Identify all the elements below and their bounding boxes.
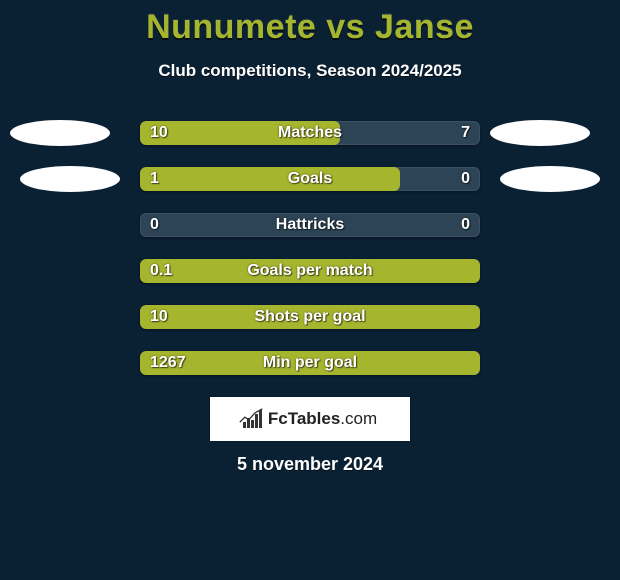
date-label: 5 november 2024 <box>0 454 620 475</box>
bar-chart-icon <box>243 410 262 428</box>
brand-name: FcTables <box>268 409 340 428</box>
player-marker-left <box>20 166 120 192</box>
player-marker-right <box>500 166 600 192</box>
player-marker-left <box>10 120 110 146</box>
stat-row: 1267 Min per goal <box>0 340 620 386</box>
stat-bar: 10 Shots per goal <box>140 305 480 329</box>
stat-row: 0.1 Goals per match <box>0 248 620 294</box>
stat-bar: 0 Hattricks 0 <box>140 213 480 237</box>
stat-bar: 10 Matches 7 <box>140 121 480 145</box>
stat-row: 10 Matches 7 <box>0 110 620 156</box>
stat-value-right: 0 <box>461 216 470 234</box>
stat-label: Min per goal <box>263 354 357 372</box>
stat-row: 1 Goals 0 <box>0 156 620 202</box>
brand-badge: FcTables.com <box>210 397 410 441</box>
subtitle: Club competitions, Season 2024/2025 <box>0 61 620 81</box>
stat-value-left: 0 <box>150 216 159 234</box>
stat-label: Matches <box>278 124 342 142</box>
stat-value-left: 1 <box>150 170 159 188</box>
stat-bar: 0.1 Goals per match <box>140 259 480 283</box>
stat-label: Goals <box>288 170 332 188</box>
stat-label: Shots per goal <box>254 308 365 326</box>
stat-value-right: 7 <box>461 124 470 142</box>
stat-row: 10 Shots per goal <box>0 294 620 340</box>
stat-bar: 1267 Min per goal <box>140 351 480 375</box>
brand-text: FcTables.com <box>268 409 377 429</box>
stat-label: Hattricks <box>276 216 344 234</box>
stat-label: Goals per match <box>247 262 372 280</box>
page-title: Nunumete vs Janse <box>0 0 620 47</box>
stat-row: 0 Hattricks 0 <box>0 202 620 248</box>
brand-suffix: .com <box>340 409 377 428</box>
stat-value-left: 1267 <box>150 354 186 372</box>
stat-value-left: 10 <box>150 124 168 142</box>
stat-bar: 1 Goals 0 <box>140 167 480 191</box>
stats-chart: 10 Matches 7 1 Goals 0 0 Hattricks 0 0.1 Goals per… <box>0 110 620 386</box>
stat-value-right: 0 <box>461 170 470 188</box>
stat-value-left: 0.1 <box>150 262 172 280</box>
player-marker-right <box>490 120 590 146</box>
stat-value-left: 10 <box>150 308 168 326</box>
comparison-infographic: Nunumete vs Janse Club competitions, Sea… <box>0 0 620 580</box>
stat-bar-fill <box>140 167 400 191</box>
